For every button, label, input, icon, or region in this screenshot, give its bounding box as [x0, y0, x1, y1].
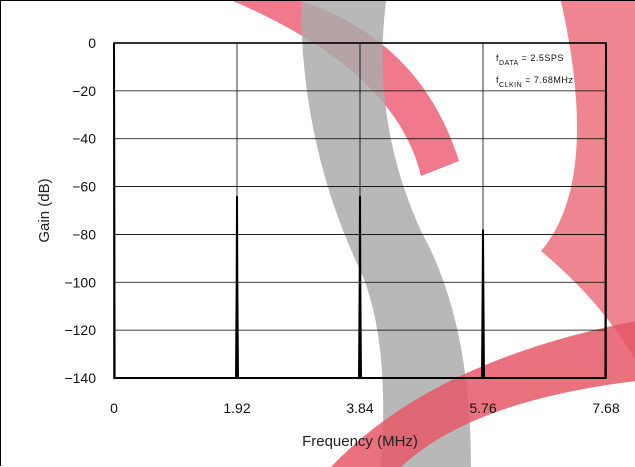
annotation-fclkin: fCLKIN = 7.68MHz — [496, 75, 573, 89]
gain-series-line — [113, 42, 607, 379]
chart-annotation-box: fDATA = 2.5SPS fCLKIN = 7.68MHz — [496, 53, 573, 89]
watermark-red-bottom — [331, 321, 635, 467]
x-tick-label: 3.84 — [346, 400, 373, 416]
watermark-gray-blade — [301, 1, 471, 467]
x-tick-label: 5.76 — [469, 400, 496, 416]
y-axis-ticks: 0 −20 −40 −60 −80 −100 −120 −140 — [64, 35, 96, 386]
y-tick-label: −40 — [72, 131, 96, 147]
y-tick-label: −120 — [64, 322, 96, 338]
x-axis-ticks: 0 1.92 3.84 5.76 7.68 — [110, 400, 620, 416]
annotation-fdata: fDATA = 2.5SPS — [496, 53, 564, 67]
y-tick-label: −140 — [64, 370, 96, 386]
watermark-red-swoosh-right — [541, 1, 635, 360]
x-tick-label: 1.92 — [223, 400, 250, 416]
y-tick-label: −20 — [72, 83, 96, 99]
watermark-logo — [233, 1, 635, 467]
y-tick-label: −100 — [64, 274, 96, 290]
y-axis-label: Gain (dB) — [36, 178, 53, 242]
x-axis-label: Frequency (MHz) — [302, 433, 418, 450]
x-tick-label: 7.68 — [592, 400, 619, 416]
y-tick-label: −60 — [72, 179, 96, 195]
x-tick-label: 0 — [110, 400, 118, 416]
y-tick-label: 0 — [88, 35, 96, 51]
y-tick-label: −80 — [72, 226, 96, 242]
